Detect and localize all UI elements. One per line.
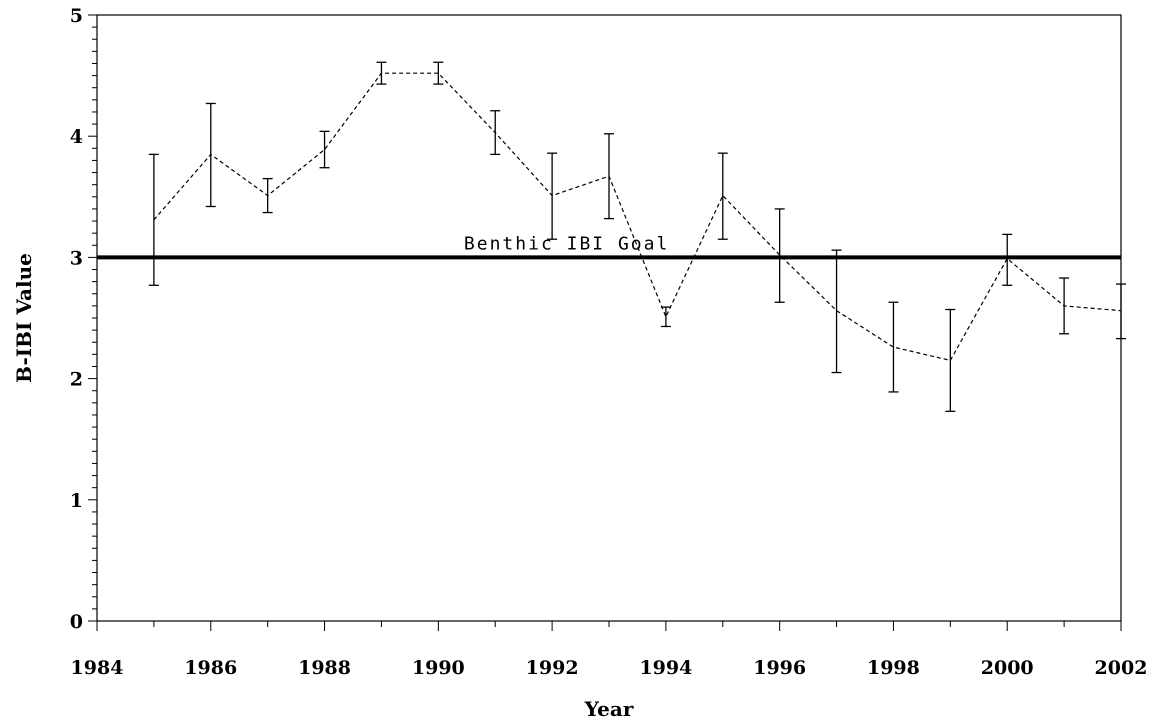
series-line	[153, 72, 1122, 362]
y-tick-label: 2	[70, 369, 83, 391]
goal-label: Benthic IBI Goal	[464, 233, 669, 254]
x-tick-label: 1988	[298, 657, 351, 679]
x-tick-label: 2000	[981, 657, 1034, 679]
plot-frame	[96, 14, 1122, 622]
x-tick-label: 1990	[412, 657, 465, 679]
x-tick-label: 1996	[753, 657, 806, 679]
x-tick-label: 1998	[867, 657, 920, 679]
y-axis: 0 1 2 3 4 5	[70, 5, 97, 633]
x-axis: 1984 1986 1988 1990 1992 1994 1996 1998 2000 2002	[71, 621, 1148, 679]
x-tick-label: 1986	[184, 657, 237, 679]
y-tick-label: 4	[70, 126, 83, 148]
y-axis-title: B-IBI Value	[12, 253, 36, 383]
x-tick-label: 2002	[1095, 657, 1148, 679]
x-tick-label: 1992	[526, 657, 579, 679]
x-tick-label: 1994	[639, 657, 692, 679]
x-axis-title: Year	[584, 697, 634, 721]
y-tick-label: 1	[70, 490, 83, 512]
y-tick-label: 5	[70, 5, 83, 27]
y-tick-label: 0	[70, 611, 83, 633]
y-tick-label: 3	[70, 247, 83, 269]
x-tick-label: 1984	[71, 657, 124, 679]
